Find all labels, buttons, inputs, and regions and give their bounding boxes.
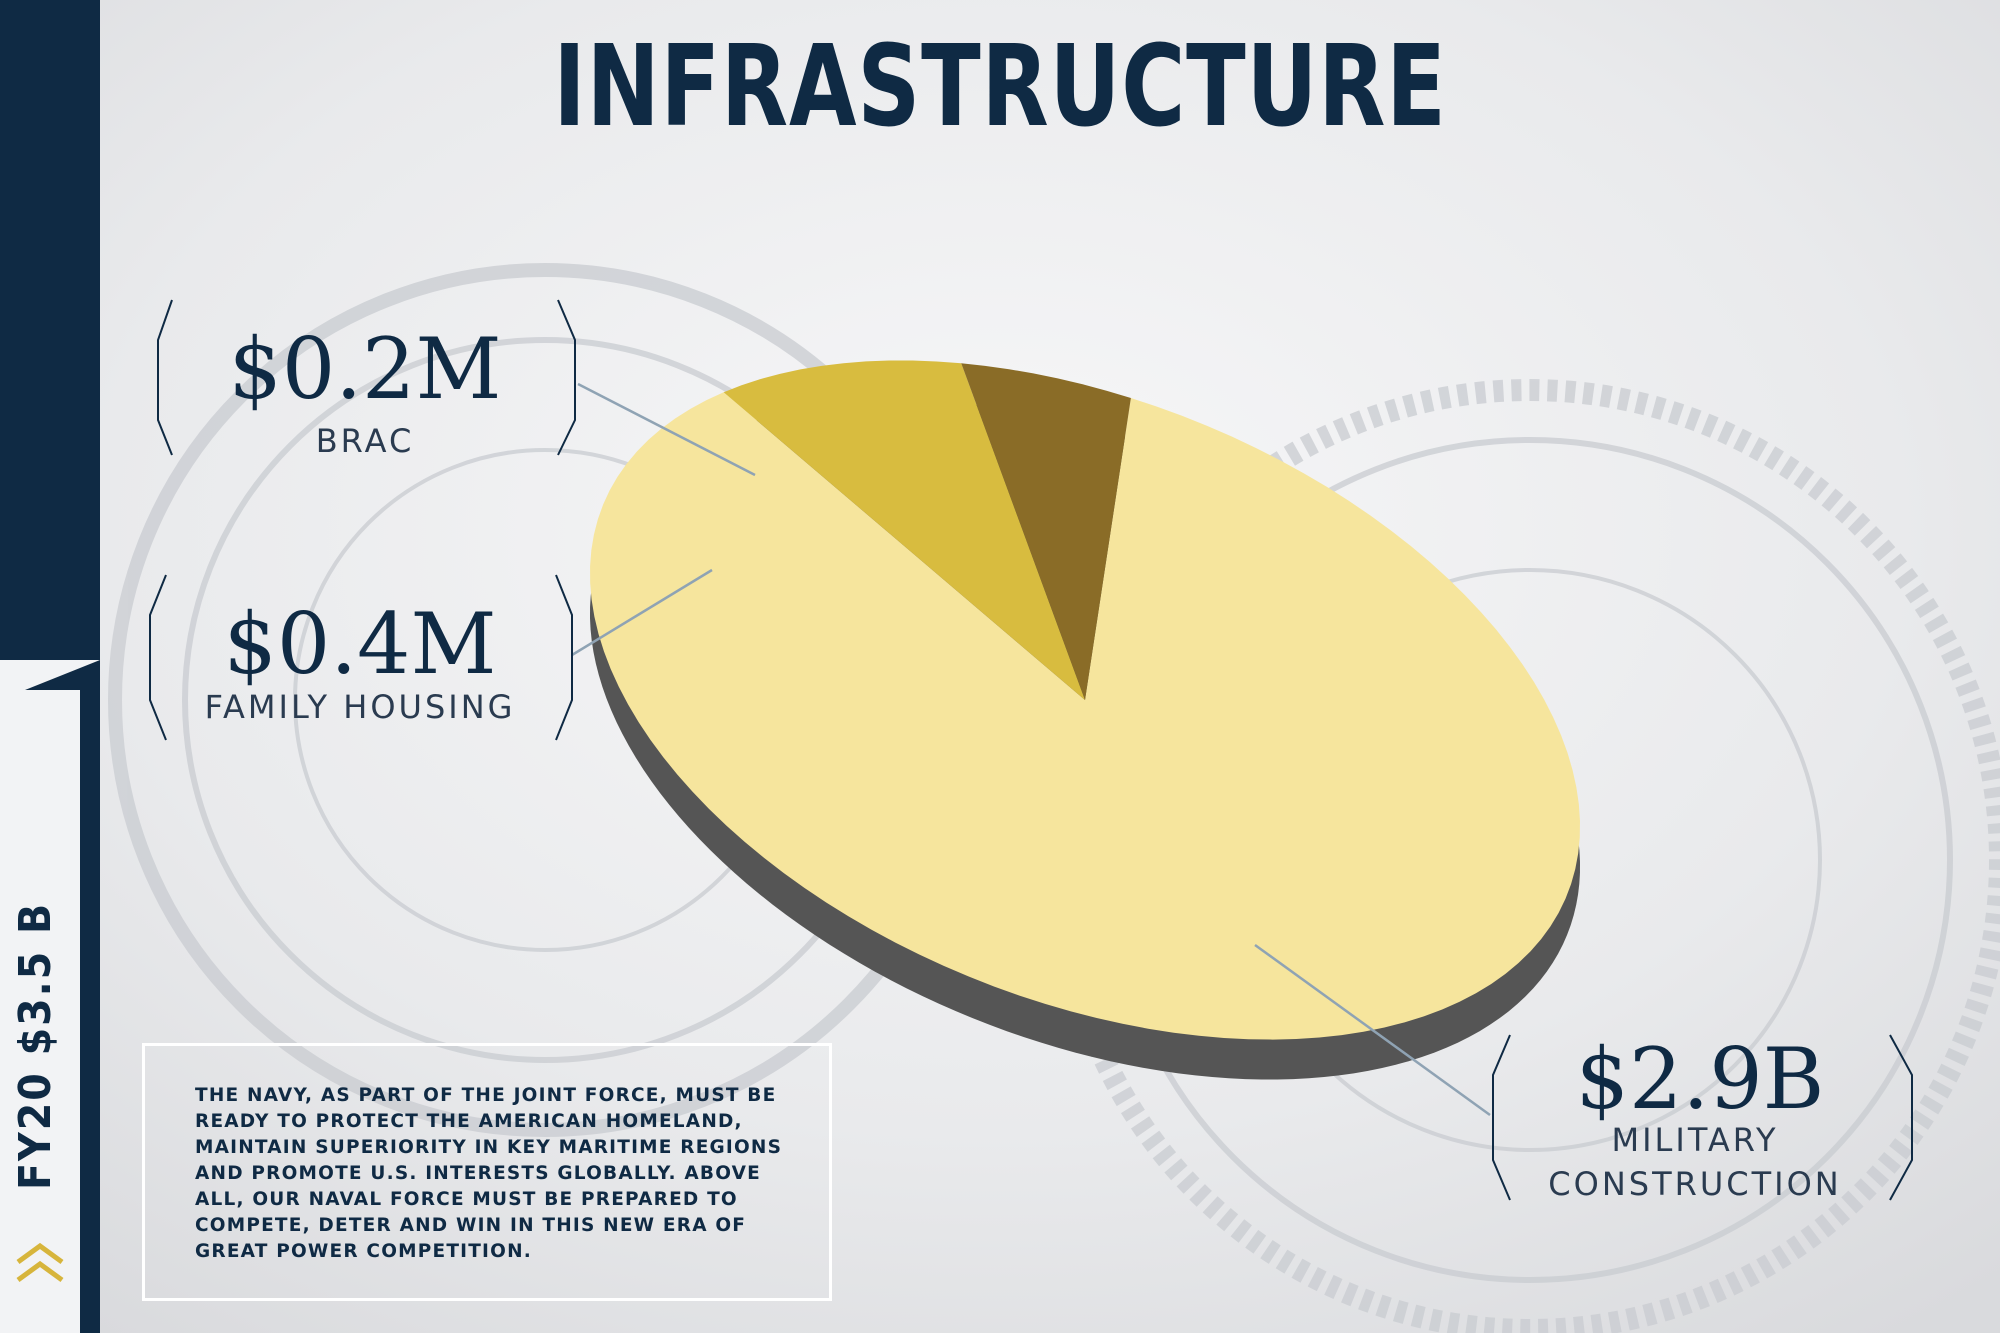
military-construction-value: $2.9B — [1575, 1030, 1825, 1128]
pie-slice-brac — [961, 363, 1131, 700]
bracket-family-housing — [149, 574, 573, 741]
description-text: THE NAVY, AS PART OF THE JOINT FORCE, MU… — [195, 1085, 783, 1262]
sidebar-lower-panel — [0, 690, 80, 1333]
leader-lines — [571, 382, 1491, 1117]
military-construction-label: MILITARY CONSTRUCTION — [1548, 1121, 1842, 1203]
pie-slice-military-construction — [590, 392, 1580, 1040]
page-title: INFRASTRUCTURE — [553, 22, 1447, 152]
brac-value: $0.2M — [228, 320, 502, 418]
bracket-military-construction — [1492, 1034, 1913, 1201]
bracket-brac — [157, 299, 576, 456]
leader-line-military-construction — [1254, 943, 1491, 1117]
pie-slice-family-housing — [723, 360, 1085, 700]
description-frame — [142, 1043, 832, 1301]
leader-line-family-housing — [571, 568, 713, 657]
double-chevron-up-icon — [16, 1242, 64, 1283]
leader-line-brac — [577, 382, 756, 477]
family-housing-value: $0.4M — [223, 595, 497, 693]
family-housing-label: FAMILY HOUSING — [204, 688, 516, 726]
brac-label: BRAC — [315, 422, 415, 460]
